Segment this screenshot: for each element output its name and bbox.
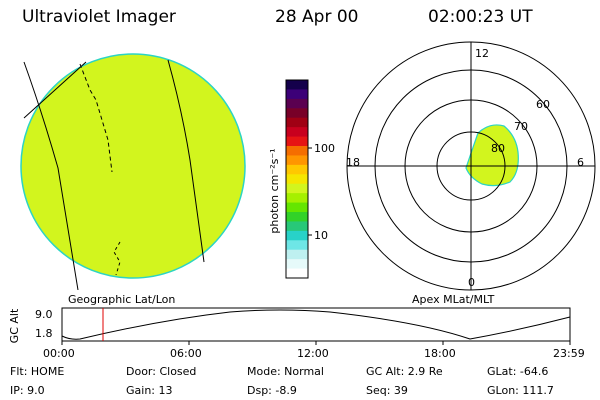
colorbar-band	[286, 249, 308, 260]
colorbar-band	[286, 212, 308, 223]
colorbar-band	[286, 127, 308, 138]
auroral-oval	[465, 124, 519, 187]
status-gain: Gain: 13	[126, 384, 173, 397]
xtick-label-1200: 12:00	[297, 347, 329, 360]
mlt-label-18: 18	[346, 156, 360, 169]
altitude-plot-frame	[61, 307, 571, 342]
colorbar	[286, 80, 308, 279]
status-dsp: Dsp: -8.9	[247, 384, 297, 397]
colorbar-band	[286, 193, 308, 204]
colorbar-band	[286, 146, 308, 157]
status-ip: IP: 9.0	[10, 384, 45, 397]
longitude-line-left	[23, 61, 79, 290]
colorbar-band	[286, 183, 308, 194]
mlt-label-0: 0	[468, 276, 475, 289]
colorbar-band	[286, 259, 308, 270]
status-gc-alt: GC Alt: 2.9 Re	[366, 365, 443, 378]
status-flt: Flt: HOME	[10, 365, 65, 378]
colorbar-band	[286, 155, 308, 166]
geographic-disk	[20, 53, 246, 290]
time-label: 02:00:23 UT	[428, 7, 533, 27]
date-label: 28 Apr 00	[275, 7, 359, 27]
colorbar-band	[286, 174, 308, 185]
coastline-south	[113, 241, 121, 276]
coastline-north	[79, 63, 113, 173]
instrument-title: Ultraviolet Imager	[22, 7, 176, 27]
apex-polar-plot	[346, 41, 596, 291]
colorbar-band	[286, 89, 308, 100]
xtick-label-0000: 00:00	[43, 347, 75, 360]
altitude-ylabel: GC Alt	[8, 308, 21, 344]
colorbar-band	[286, 108, 308, 119]
uv-image-disk	[20, 53, 246, 279]
mlt-label-12: 12	[475, 47, 489, 60]
xtick-label-0600: 06:00	[170, 347, 202, 360]
geographic-caption: Geographic Lat/Lon	[68, 293, 176, 306]
altitude-ytick-high: 9.0	[35, 308, 53, 321]
colorbar-band	[286, 221, 308, 232]
status-door: Door: Closed	[126, 365, 197, 378]
colorbar-label-100: 100	[314, 142, 335, 155]
colorbar-band	[286, 164, 308, 175]
altitude-ytick-low: 1.8	[35, 327, 53, 340]
mlat-label-70: 70	[514, 120, 528, 133]
colorbar-band	[286, 136, 308, 147]
status-glat: GLat: -64.6	[487, 365, 549, 378]
altitude-curve	[61, 309, 571, 340]
latitude-line	[23, 61, 87, 119]
colorbar-band	[286, 268, 308, 279]
colorbar-band	[286, 240, 308, 251]
colorbar-band	[286, 117, 308, 128]
mlt-label-6: 6	[577, 156, 584, 169]
colorbar-label-10: 10	[314, 229, 328, 242]
colorbar-band	[286, 98, 308, 109]
xtick-label-2359: 23:59	[553, 347, 585, 360]
status-mode: Mode: Normal	[247, 365, 324, 378]
mlat-label-80: 80	[491, 142, 505, 155]
colorbar-frame	[285, 79, 309, 279]
altitude-plot	[61, 307, 571, 345]
mlat-label-60: 60	[536, 98, 550, 111]
apex-caption: Apex MLat/MLT	[412, 293, 495, 306]
colorbar-band	[286, 80, 308, 91]
colorbar-band	[286, 202, 308, 213]
status-glon: GLon: 111.7	[487, 384, 554, 397]
longitude-line-right	[167, 59, 205, 263]
xtick-label-1800: 18:00	[424, 347, 456, 360]
status-seq: Seq: 39	[366, 384, 408, 397]
colorbar-unit-label: photon cm⁻²s⁻¹	[268, 148, 281, 234]
colorbar-band	[286, 230, 308, 241]
